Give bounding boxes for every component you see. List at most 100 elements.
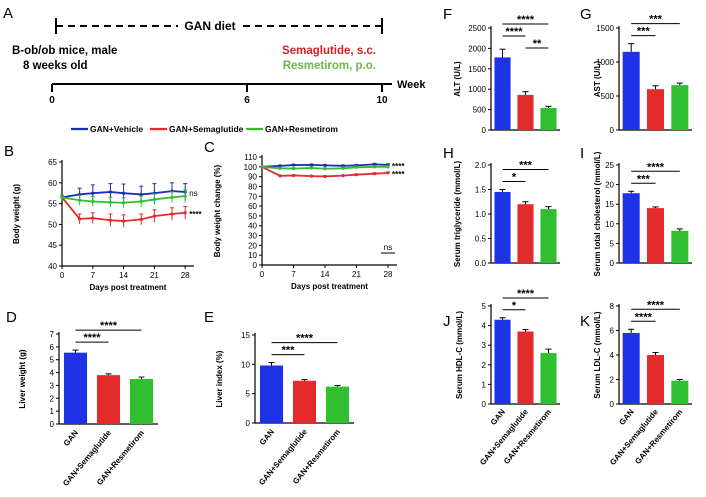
data-point-b-1-3 [108, 218, 112, 222]
y-tick-label-g-3: 1500 [596, 24, 614, 33]
x-tick-label-c-1: 7 [291, 270, 296, 279]
y-tick-label-i-1: 5 [610, 239, 615, 248]
panel-c-label: C [204, 139, 215, 156]
y-tick-label-b-1: 45 [48, 241, 57, 250]
y-tick-label-f-5: 2500 [468, 24, 486, 33]
y-axis-title-k: Serum LDL-C (mmol/L) [593, 311, 602, 398]
y-tick-label-c-6: 60 [248, 202, 257, 211]
data-point-c-0-2 [291, 163, 296, 167]
y-tick-label-d-4: 4 [50, 369, 55, 378]
y-tick-label-d-6: 6 [50, 343, 55, 352]
panel-d-label: D [6, 309, 17, 326]
panel-h-label: H [443, 145, 454, 162]
sig-label-f-1: **** [505, 26, 523, 38]
y-tick-label-c-10: 100 [244, 163, 258, 172]
chart-b: B 40 45 50 55 60 65 Body weight (g) 0 7 14 21 28 Days… [4, 143, 203, 292]
y-tick-label-e-2: 10 [241, 360, 250, 369]
data-point-c-2-8 [386, 165, 390, 169]
data-point-c-2-6 [354, 165, 359, 169]
bar-d-1 [96, 375, 121, 424]
y-tick-label-g-0: 0 [610, 126, 615, 135]
sig-label-h-1: *** [519, 160, 533, 172]
panel-b-label: B [4, 143, 14, 160]
y-axis-title-j: Serum HDL-C (mmol/L) [455, 311, 464, 399]
y-axis-title-c: Body weight change (%) [213, 164, 222, 257]
x-tick-label-c-0: 0 [260, 270, 265, 279]
data-point-c-2-1 [278, 166, 282, 170]
y-tick-label-h-3: 1.5 [475, 186, 487, 195]
data-point-b-1-4 [122, 219, 126, 223]
bar-g-2 [671, 85, 689, 130]
bar-g-0 [622, 51, 640, 130]
data-point-c-0-3 [309, 163, 314, 167]
bar-e-2 [325, 386, 350, 423]
bar-e-1 [292, 380, 317, 423]
y-tick-label-i-3: 15 [605, 200, 614, 209]
y-tick-label-e-0: 0 [246, 419, 251, 428]
data-point-c-2-5 [341, 166, 345, 170]
data-point-c-2-2 [291, 166, 296, 171]
bar-f-2 [540, 107, 557, 130]
y-tick-label-e-3: 15 [241, 331, 250, 340]
legend: GAN+Vehicle GAN+Semaglutide GAN+Resmetir… [71, 124, 338, 134]
chart-h: H 0.0 0.5 1.0 1.5 2.0 Serum triglyceride (mmol… [443, 145, 560, 268]
bar-k-2 [671, 380, 689, 404]
y-axis-title-g: AST (U/L) [593, 60, 602, 97]
legend-vehicle: GAN+Vehicle [90, 124, 143, 134]
sig-label-e-0: *** [282, 345, 296, 357]
category-label-e-0: GAN [258, 427, 276, 447]
data-point-b-0-2 [91, 191, 95, 195]
y-axis-title-i: Serum total cholesterol (mmol/L) [593, 151, 602, 276]
data-point-b-1-8 [183, 211, 187, 215]
sig-label-e-1: **** [296, 333, 314, 345]
y-axis-title-e: Liver index (%) [215, 350, 224, 407]
y-tick-label-c-11: 110 [244, 153, 257, 162]
sig-label-f-2: **** [517, 14, 535, 26]
sig-label-k-0: **** [635, 311, 653, 323]
bar-d-0 [63, 352, 88, 424]
semaglutide-label: Semaglutide, s.c. [282, 45, 376, 57]
panel-a-label: A [3, 5, 13, 22]
y-tick-label-b-0: 40 [48, 262, 57, 271]
data-point-c-1-1 [278, 174, 282, 178]
y-tick-label-b-3: 55 [48, 200, 57, 209]
sig-label-k-1: **** [647, 299, 665, 311]
y-tick-label-i-4: 20 [605, 181, 614, 190]
y-tick-label-k-1: 2 [610, 376, 615, 385]
bar-d-2 [129, 379, 154, 424]
y-tick-label-d-1: 1 [50, 407, 55, 416]
y-tick-label-h-0: 0.0 [475, 259, 487, 268]
y-tick-label-g-1: 500 [601, 92, 615, 101]
data-point-b-2-8 [183, 194, 187, 198]
x-tick-label-c-3: 21 [352, 270, 361, 279]
data-point-c-1-6 [354, 173, 359, 177]
bar-e-0 [259, 365, 284, 423]
y-tick-label-j-3: 3 [482, 341, 487, 350]
sig-label-f-0: ** [533, 38, 542, 50]
data-point-c-2-0 [260, 165, 264, 169]
data-point-b-2-6 [152, 197, 156, 202]
sig-label-j-0: * [512, 300, 517, 312]
panel-j-label: J [443, 313, 451, 330]
y-tick-label-i-0: 0 [610, 259, 615, 268]
x-tick-label-b-4: 28 [181, 271, 190, 280]
data-point-b-1-1 [78, 217, 82, 221]
y-tick-label-f-2: 1000 [468, 85, 486, 94]
y-tick-label-f-1: 500 [473, 106, 487, 115]
y-tick-label-c-8: 80 [248, 182, 257, 191]
resmetirom-label: Resmetirom, p.o. [283, 60, 376, 72]
data-point-c-2-3 [309, 166, 314, 170]
y-tick-label-i-2: 10 [605, 220, 614, 229]
bar-g-1 [646, 89, 665, 130]
x-tick-label-b-3: 21 [150, 271, 159, 280]
y-tick-label-e-1: 5 [246, 390, 251, 399]
x-tick-label-b-1: 7 [91, 271, 96, 280]
timeline-label-6: 6 [244, 95, 250, 106]
sig-label-j-1: **** [517, 288, 535, 300]
